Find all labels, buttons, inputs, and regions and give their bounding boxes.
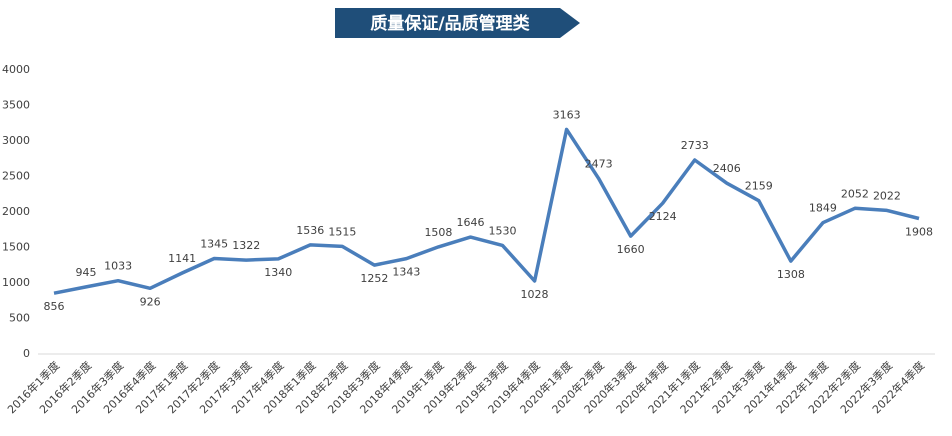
y-tick-label: 500 [9, 312, 30, 325]
value-label: 1646 [456, 216, 484, 229]
value-label: 2473 [585, 157, 613, 170]
value-label: 1033 [104, 260, 132, 273]
y-tick-label: 2500 [2, 170, 30, 183]
value-label: 2124 [649, 210, 677, 223]
y-tick-label: 4000 [2, 63, 30, 76]
value-label: 2052 [841, 187, 869, 200]
value-label: 1515 [328, 225, 356, 238]
y-tick-label: 3500 [2, 99, 30, 112]
value-label: 926 [140, 295, 161, 308]
value-label: 1343 [392, 266, 420, 279]
value-label: 3163 [553, 108, 581, 121]
value-label: 2733 [681, 139, 709, 152]
y-tick-label: 3000 [2, 134, 30, 147]
value-label: 1028 [521, 288, 549, 301]
title-banner [335, 8, 580, 38]
y-tick-label: 0 [23, 347, 30, 360]
value-label: 1849 [809, 202, 837, 215]
value-label: 2022 [873, 189, 901, 202]
y-tick-label: 1000 [2, 276, 30, 289]
value-label: 1340 [264, 266, 292, 279]
value-label: 1536 [296, 224, 324, 237]
value-label: 1908 [905, 226, 933, 239]
value-label: 1530 [489, 224, 517, 237]
chart-title: 质量保证/品质管理类 [370, 13, 530, 34]
value-label: 1141 [168, 252, 196, 265]
value-label: 1660 [617, 243, 645, 256]
y-tick-label: 1500 [2, 241, 30, 254]
value-label: 1252 [360, 272, 388, 285]
data-line [53, 127, 920, 295]
value-label: 2406 [713, 162, 741, 175]
value-label: 1508 [424, 226, 452, 239]
value-label: 1345 [200, 238, 228, 251]
value-label: 1308 [777, 268, 805, 281]
value-label: 1322 [232, 239, 260, 252]
y-tick-label: 2000 [2, 205, 30, 218]
value-label: 856 [44, 300, 65, 313]
value-label: 2159 [745, 180, 773, 193]
value-label: 945 [76, 266, 97, 279]
